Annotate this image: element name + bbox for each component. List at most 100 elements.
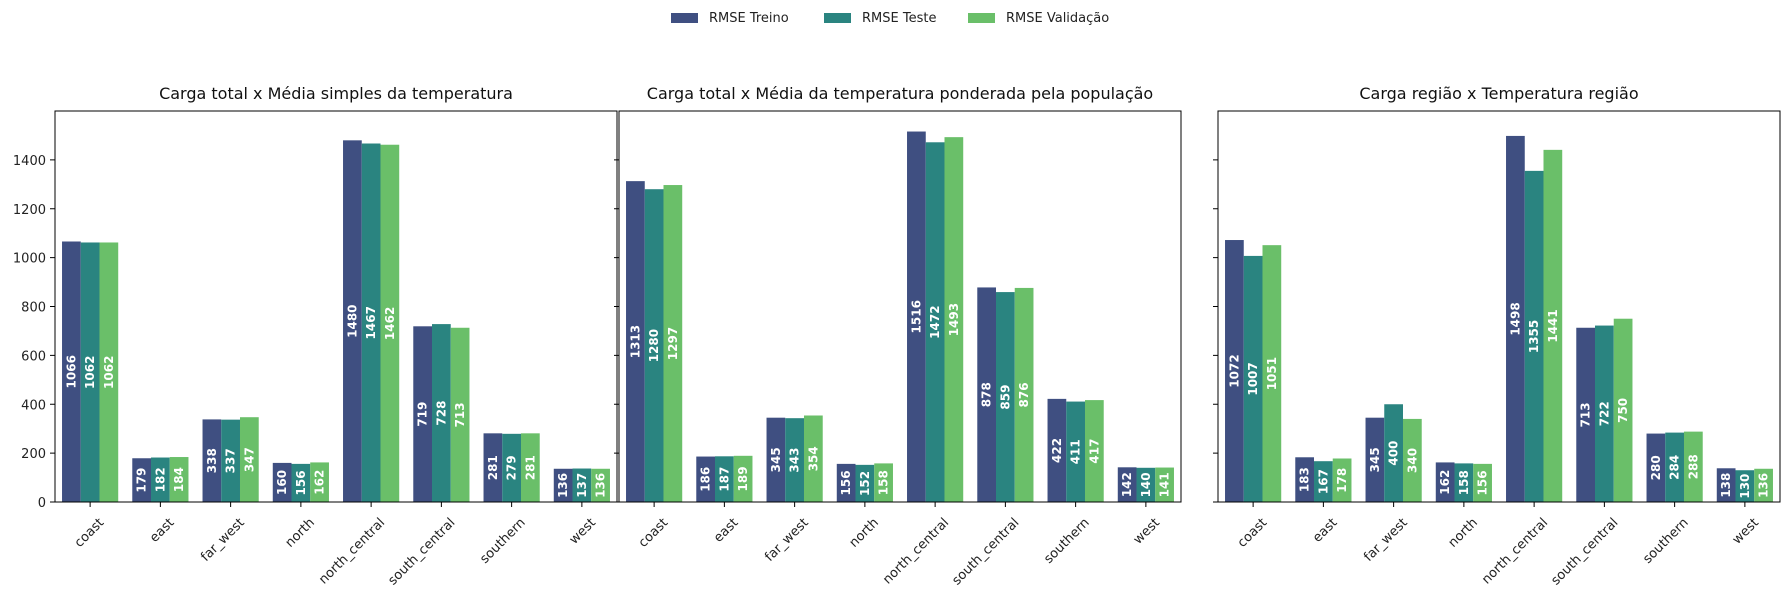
bar-south-central-rmse-validacao — [1613, 318, 1633, 502]
bar-west-rmse-teste — [1136, 467, 1156, 502]
bar-far-west-rmse-treino — [766, 417, 786, 502]
bar-north-rmse-validacao — [1473, 463, 1492, 502]
bar-north-central-rmse-treino — [343, 140, 362, 502]
bar-west-rmse-teste — [572, 468, 592, 502]
legend-label: RMSE Validação — [1006, 11, 1109, 26]
bar-value-label: 713 — [1579, 402, 1593, 427]
bar-value-label: 1355 — [1527, 320, 1541, 353]
bar-coast-rmse-treino — [1225, 240, 1244, 502]
bar-east-rmse-validacao — [169, 457, 189, 502]
x-tick-label: east — [1310, 515, 1340, 545]
bar-value-label: 1441 — [1546, 309, 1560, 342]
bar-southern-rmse-teste — [502, 433, 521, 502]
bar-value-label: 411 — [1069, 439, 1083, 464]
bar-value-label: 345 — [1368, 447, 1382, 472]
bar-value-label: 162 — [1438, 470, 1452, 495]
bar-value-label: 1467 — [364, 306, 378, 339]
bar-west-rmse-treino — [1716, 468, 1736, 502]
bar-far-west-rmse-validacao — [803, 415, 823, 502]
bar-south-central-rmse-teste — [432, 324, 451, 502]
bar-south-central-rmse-teste — [996, 292, 1015, 502]
bar-value-label: 878 — [980, 382, 994, 407]
bar-west-rmse-validacao — [1155, 467, 1174, 502]
chart-panels: Carga total x Média simples da temperatu… — [13, 84, 1781, 588]
bar-value-label: 1072 — [1227, 354, 1241, 387]
bar-coast-rmse-validacao — [663, 185, 683, 502]
bar-value-label: 136 — [1757, 473, 1771, 498]
x-tick-label: east — [147, 515, 177, 545]
bar-value-label: 137 — [575, 473, 589, 498]
bar-value-label: 338 — [205, 448, 219, 473]
bar-north-central-rmse-validacao — [944, 137, 964, 502]
bar-value-label: 156 — [294, 470, 308, 495]
bar-east-rmse-validacao — [1332, 458, 1352, 502]
bar-east-rmse-treino — [696, 456, 716, 502]
bar-value-label: 156 — [839, 470, 853, 495]
y-tick-label: 1200 — [13, 203, 46, 218]
legend: RMSE Treino RMSE Teste RMSE Validação — [671, 11, 1109, 26]
bar-value-label: 138 — [1719, 473, 1733, 498]
bar-value-label: 284 — [1668, 455, 1682, 480]
bar-north-central-rmse-teste — [361, 143, 381, 502]
bar-value-label: 182 — [153, 467, 167, 492]
legend-swatch — [968, 13, 995, 23]
bar-north-rmse-teste — [855, 464, 875, 502]
x-tick-label: north_central — [1479, 515, 1551, 587]
bar-value-label: 1062 — [102, 356, 116, 389]
bar-value-label: 158 — [877, 470, 891, 495]
bar-value-label: 152 — [858, 471, 872, 496]
bar-southern-rmse-treino — [1047, 398, 1067, 502]
y-tick-label: 600 — [21, 349, 46, 364]
bar-value-label: 178 — [1335, 468, 1349, 493]
x-tick-label: coast — [72, 515, 107, 550]
x-tick-label: far_west — [198, 515, 247, 564]
bar-value-label: 1480 — [345, 304, 359, 337]
bar-west-rmse-treino — [1117, 467, 1137, 502]
bar-south-central-rmse-treino — [977, 287, 997, 502]
x-tick-label: far_west — [762, 515, 811, 564]
bar-southern-rmse-validacao — [520, 433, 540, 502]
bar-value-label: 1472 — [928, 305, 942, 338]
bar-value-label: 167 — [1316, 469, 1330, 494]
x-tick-label: north_central — [316, 515, 388, 587]
bar-value-label: 859 — [998, 385, 1012, 410]
bar-value-label: 281 — [486, 455, 500, 480]
bar-value-label: 400 — [1387, 441, 1401, 466]
bar-value-label: 1297 — [666, 327, 680, 360]
chart-panel-2: Carga total x Média da temperatura ponde… — [614, 84, 1182, 588]
bar-coast-rmse-validacao — [99, 242, 119, 502]
x-tick-label: west — [1730, 515, 1762, 547]
y-tick-label: 1400 — [13, 154, 46, 169]
bar-value-label: 189 — [736, 466, 750, 491]
bar-value-label: 1493 — [947, 303, 961, 336]
bar-coast-rmse-teste — [80, 242, 100, 502]
bar-value-label: 1066 — [64, 355, 78, 388]
bar-value-label: 1280 — [647, 329, 661, 362]
bar-north-rmse-treino — [272, 462, 292, 502]
bars: 1066 1062 1062 179 182 184 338 337 347 160 156 162 1… — [62, 140, 610, 502]
bar-value-label: 750 — [1616, 398, 1630, 423]
bar-west-rmse-teste — [1735, 470, 1755, 502]
bar-value-label: 142 — [1120, 472, 1134, 497]
x-tick-label: south_central — [385, 515, 458, 588]
bar-north-central-rmse-treino — [1506, 135, 1525, 502]
bar-far-west-rmse-teste — [1384, 404, 1403, 502]
bar-value-label: 343 — [788, 448, 802, 473]
bar-value-label: 179 — [135, 468, 149, 493]
x-tick-label: south_central — [949, 515, 1022, 588]
bar-south-central-rmse-validacao — [450, 327, 470, 502]
bar-value-label: 1498 — [1508, 302, 1522, 335]
x-tick-label: north — [283, 515, 318, 550]
bar-value-label: 422 — [1050, 438, 1064, 463]
x-tick-label: far_west — [1361, 515, 1410, 564]
bar-value-label: 347 — [242, 447, 256, 472]
bar-north-central-rmse-teste — [925, 142, 945, 502]
bar-north-rmse-teste — [291, 463, 311, 502]
bar-far-west-rmse-validacao — [239, 417, 259, 502]
bar-north-central-rmse-validacao — [380, 144, 400, 502]
legend-entry-rmse-treino: RMSE Treino — [671, 11, 789, 26]
x-tick-label: south_central — [1548, 515, 1621, 588]
bar-value-label: 354 — [806, 446, 820, 471]
x-tick-label: coast — [636, 515, 671, 550]
